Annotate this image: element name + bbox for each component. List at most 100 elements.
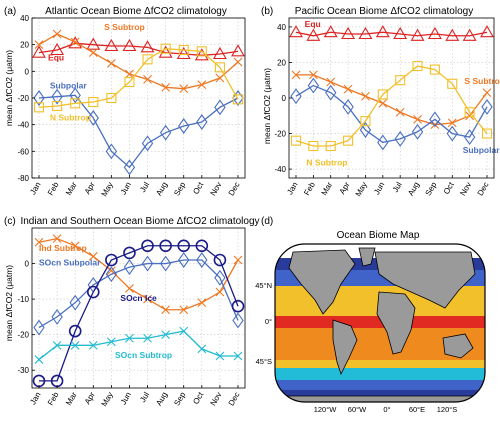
series-s-subtrop — [34, 29, 243, 94]
data-point-socn-subpolar — [33, 319, 45, 336]
data-point-socn-subpolar — [69, 294, 81, 311]
x-tick-label: Mar — [320, 180, 335, 197]
data-point-equ — [306, 28, 321, 41]
biome-map-body — [275, 244, 485, 402]
map-lon-label: 0° — [383, 405, 390, 414]
data-point-socn-ice — [105, 253, 118, 267]
data-point-socn-subpolar — [141, 255, 154, 272]
land-eurasia — [374, 251, 476, 309]
data-point-socn-subpolar — [159, 255, 172, 272]
x-tick-label: Sep — [172, 390, 187, 407]
x-tick-label: Nov — [209, 391, 224, 408]
data-point-n-subtrop — [447, 78, 458, 89]
series-ind-subtrop — [34, 234, 243, 315]
data-point-subpolar — [325, 84, 337, 101]
x-tick-label: Aug — [154, 181, 169, 198]
x-tick-label: Apr — [83, 390, 97, 406]
data-point-s-subtrop — [161, 82, 171, 92]
data-point-subpolar — [196, 114, 208, 130]
y-tick-label: -20 — [17, 94, 29, 103]
x-tick-label: Jul — [138, 180, 151, 194]
x-tick-label: Jun — [372, 181, 386, 197]
data-point-s-subtrop — [326, 77, 336, 87]
series-line-socn-ice — [39, 245, 239, 382]
socn-subpolar-band — [275, 380, 485, 390]
data-point-ind-subtrop — [88, 252, 98, 261]
data-point-subpolar — [394, 130, 406, 147]
map-lon-label: 120°W — [314, 405, 338, 414]
series-label-subpolar: Subpolar — [463, 145, 500, 155]
x-tick-label: Dec — [227, 391, 242, 408]
x-tick-label: Aug — [154, 391, 169, 408]
data-point-n-subtrop — [142, 54, 153, 65]
data-point-socn-subtrop — [34, 355, 44, 364]
data-point-subpolar — [463, 129, 476, 146]
series-socn-subtrop — [34, 326, 243, 364]
panel-c-title: Indian and Southern Ocean Biome ΔfCO2 cl… — [20, 216, 259, 227]
data-point-s-subtrop — [308, 70, 318, 80]
series-n-subtrop — [290, 60, 493, 152]
data-point-equ — [32, 45, 46, 58]
series-line-s-subtrop — [38, 33, 239, 90]
socn-subtrop-band — [275, 368, 485, 380]
data-point-subpolar — [290, 88, 302, 105]
data-point-n-subtrop — [88, 96, 99, 108]
data-point-equ — [375, 25, 390, 38]
series-line-n-subtrop — [38, 48, 239, 108]
x-tick-label: Oct — [191, 180, 205, 196]
x-tick-label: Sep — [424, 180, 439, 197]
data-point-subpolar — [105, 143, 118, 160]
data-point-socn-subpolar — [51, 308, 63, 325]
data-point-socn-subtrop — [125, 333, 134, 343]
data-point-n-subtrop — [464, 107, 475, 118]
data-point-socn-subtrop — [197, 344, 207, 354]
data-point-socn-subtrop — [233, 351, 243, 361]
data-point-s-subtrop — [215, 73, 225, 83]
data-point-n-subtrop — [325, 140, 336, 152]
data-point-equ — [427, 26, 442, 40]
data-point-socn-subpolar — [178, 252, 190, 268]
data-point-equ — [212, 46, 227, 60]
y-tick-label: 0 — [25, 260, 30, 269]
data-point-subpolar — [178, 118, 190, 134]
series-label-n-subtrop: N Subtrop — [50, 113, 91, 123]
panel-d-ocean-biome-map: (d) Ocean Biome Map 45°N 0° 45°S 120°W 60°W 0… — [255, 216, 486, 414]
data-point-subpolar — [214, 99, 226, 116]
x-tick-label: May — [100, 391, 115, 409]
series-label-ind-subtrop: Ind Subtrop — [39, 243, 87, 253]
data-point-equ — [323, 25, 338, 38]
data-point-equ — [393, 26, 408, 40]
x-tick-label: Jan — [28, 391, 42, 407]
x-tick-label: Oct — [191, 390, 205, 406]
y-tick-label: -40 — [274, 165, 286, 174]
y-tick-label: 20 — [20, 41, 29, 50]
data-point-subpolar — [123, 159, 136, 176]
y-tick-label: 20 — [277, 58, 286, 67]
series-socn-ice — [32, 239, 245, 388]
x-tick-label: Oct — [442, 180, 456, 196]
data-point-n-subtrop — [429, 64, 440, 75]
series-line-ind-subtrop — [38, 237, 239, 311]
y-tick-label: -60 — [17, 147, 29, 156]
data-point-n-subtrop — [412, 60, 423, 72]
panel-a-title: Atlantic Ocean Biome ΔfCO2 climatology — [45, 6, 227, 17]
series-line-subpolar — [295, 84, 488, 144]
data-point-n-subtrop — [196, 46, 207, 57]
data-point-n-subtrop — [343, 135, 354, 146]
map-title: Ocean Biome Map — [337, 230, 420, 241]
data-point-s-subtrop — [197, 80, 207, 90]
y-tick-label: -20 — [17, 331, 29, 340]
data-point-n-subtrop — [290, 135, 302, 146]
data-point-s-subtrop — [361, 91, 370, 101]
panel-a-ylabel: mean ΔfCO2 (μatm) — [4, 50, 14, 126]
data-point-ind-subtrop — [161, 305, 171, 315]
map-lat-label: 0° — [265, 317, 272, 326]
y-tick-label: -80 — [17, 174, 29, 183]
data-point-n-subtrop — [52, 100, 63, 112]
x-tick-label: May — [354, 181, 369, 199]
series-label-s-subtrop: S Subtrop — [104, 22, 145, 32]
data-point-socn-ice — [195, 239, 209, 253]
data-point-equ — [68, 36, 83, 49]
data-point-socn-ice — [159, 239, 172, 253]
data-point-subpolar — [51, 88, 63, 105]
